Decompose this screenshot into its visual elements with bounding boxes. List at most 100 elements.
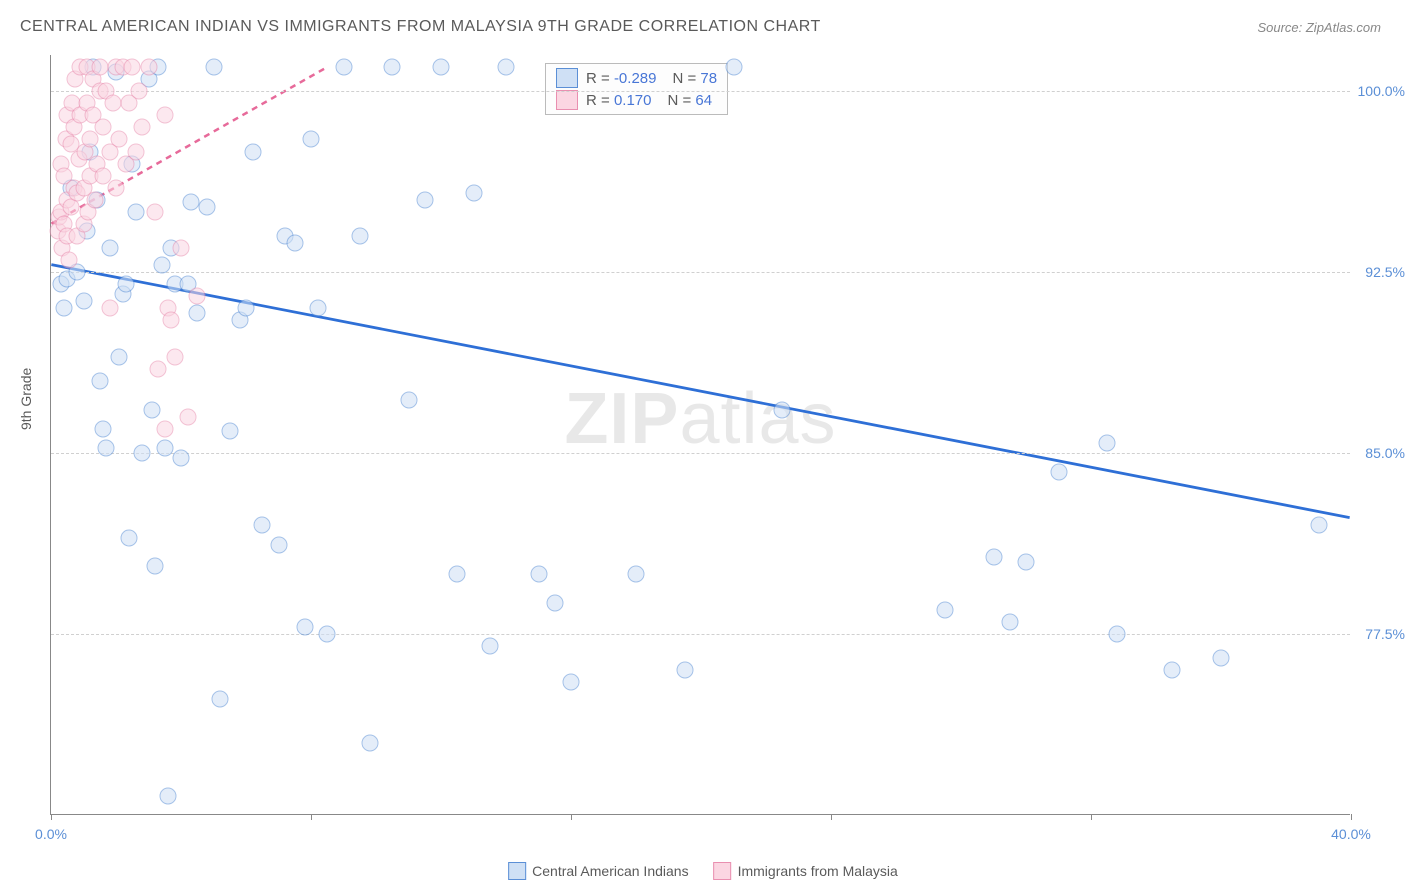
scatter-point (1018, 553, 1035, 570)
x-tick (311, 814, 312, 820)
source-name: ZipAtlas.com (1306, 20, 1381, 35)
series-legend: Central American IndiansImmigrants from … (508, 862, 898, 880)
y-tick-label: 85.0% (1365, 445, 1405, 461)
scatter-point (1310, 517, 1327, 534)
scatter-point (153, 256, 170, 273)
scatter-point (498, 59, 515, 76)
y-axis-label: 9th Grade (18, 368, 34, 430)
scatter-point (189, 288, 206, 305)
n-stat: N = 78 (672, 70, 717, 87)
gridline (51, 272, 1350, 273)
scatter-point (1050, 464, 1067, 481)
scatter-point (86, 191, 103, 208)
scatter-point (179, 408, 196, 425)
legend-label: Immigrants from Malaysia (738, 863, 898, 879)
x-tick (1351, 814, 1352, 820)
scatter-point (351, 227, 368, 244)
scatter-point (140, 59, 157, 76)
scatter-point (676, 662, 693, 679)
scatter-point (286, 235, 303, 252)
x-tick-label: 40.0% (1331, 826, 1371, 842)
y-tick-label: 92.5% (1365, 264, 1405, 280)
scatter-point (221, 423, 238, 440)
scatter-point (147, 203, 164, 220)
scatter-point (1099, 435, 1116, 452)
scatter-point (166, 348, 183, 365)
legend-swatch (556, 68, 578, 88)
scatter-point (774, 401, 791, 418)
scatter-point (134, 119, 151, 136)
legend-row: R = 0.170 N = 64 (556, 90, 717, 110)
scatter-point (127, 143, 144, 160)
scatter-point (156, 420, 173, 437)
scatter-point (101, 240, 118, 257)
scatter-point (173, 240, 190, 257)
scatter-point (244, 143, 261, 160)
scatter-point (1001, 613, 1018, 630)
scatter-point (82, 131, 99, 148)
scatter-point (1109, 626, 1126, 643)
x-tick (1091, 814, 1092, 820)
scatter-point (270, 536, 287, 553)
scatter-point (936, 601, 953, 618)
gridline (51, 453, 1350, 454)
scatter-chart: ZIPatlas R = -0.289 N = 78 R = 0.170 N = 64… (50, 55, 1350, 815)
scatter-point (985, 548, 1002, 565)
scatter-point (254, 517, 271, 534)
scatter-point (156, 440, 173, 457)
scatter-point (101, 300, 118, 317)
scatter-point (121, 529, 138, 546)
scatter-point (199, 199, 216, 216)
scatter-point (361, 734, 378, 751)
scatter-point (303, 131, 320, 148)
gridline (51, 91, 1350, 92)
trend-lines-layer (51, 55, 1350, 814)
scatter-point (400, 392, 417, 409)
legend-swatch (508, 862, 526, 880)
scatter-point (212, 691, 229, 708)
scatter-point (205, 59, 222, 76)
scatter-point (530, 565, 547, 582)
scatter-point (319, 626, 336, 643)
scatter-point (98, 440, 115, 457)
scatter-point (725, 59, 742, 76)
scatter-point (108, 179, 125, 196)
scatter-point (416, 191, 433, 208)
scatter-point (160, 787, 177, 804)
x-tick (51, 814, 52, 820)
watermark-rest: atlas (679, 379, 836, 459)
chart-title: CENTRAL AMERICAN INDIAN VS IMMIGRANTS FR… (20, 18, 821, 36)
scatter-point (433, 59, 450, 76)
scatter-point (296, 618, 313, 635)
legend-item: Immigrants from Malaysia (714, 862, 898, 880)
source-attribution: Source: ZipAtlas.com (1257, 20, 1381, 35)
x-tick-label: 0.0% (35, 826, 67, 842)
source-prefix: Source: (1257, 20, 1305, 35)
x-tick (831, 814, 832, 820)
scatter-point (91, 59, 108, 76)
r-stat: R = 0.170 (586, 92, 651, 109)
scatter-point (449, 565, 466, 582)
scatter-point (546, 594, 563, 611)
scatter-point (143, 401, 160, 418)
legend-swatch (556, 90, 578, 110)
scatter-point (95, 420, 112, 437)
scatter-point (60, 252, 77, 269)
scatter-point (124, 59, 141, 76)
scatter-point (156, 107, 173, 124)
r-stat: R = -0.289 (586, 70, 656, 87)
scatter-point (56, 300, 73, 317)
scatter-point (134, 445, 151, 462)
watermark: ZIPatlas (564, 378, 836, 460)
y-tick-label: 77.5% (1365, 626, 1405, 642)
scatter-point (563, 674, 580, 691)
scatter-point (335, 59, 352, 76)
scatter-point (95, 119, 112, 136)
y-tick-label: 100.0% (1358, 83, 1405, 99)
n-stat: N = 64 (667, 92, 712, 109)
scatter-point (465, 184, 482, 201)
scatter-point (104, 95, 121, 112)
scatter-point (111, 131, 128, 148)
scatter-point (182, 194, 199, 211)
x-tick (571, 814, 572, 820)
